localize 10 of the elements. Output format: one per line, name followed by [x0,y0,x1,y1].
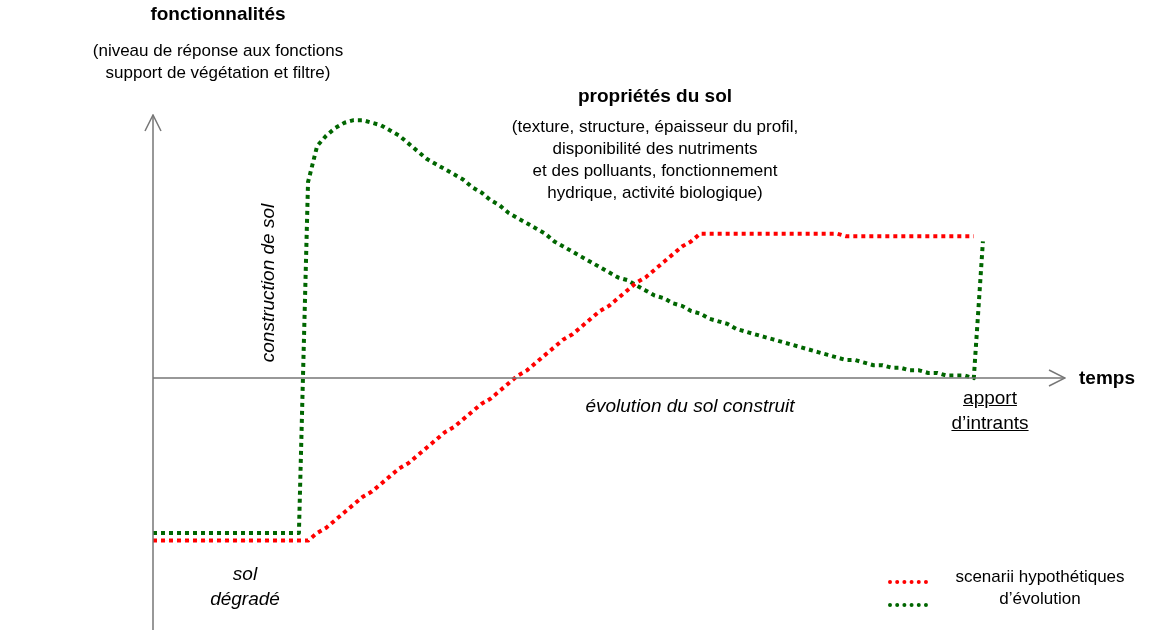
chart-title: fonctionnalités [149,2,287,26]
text: scenarii hypothétiques d’évolution [954,566,1126,611]
annotation: apport d’intrants [950,386,1030,435]
annotation: construction de sol [255,199,281,367]
text: propriétés du sol [576,84,734,108]
chart-subtitle: (niveau de réponse aux fonctions support de végétation et filtre) [91,40,345,85]
annotation: évolution du sol construit [584,394,796,419]
text: sol dégradé [209,562,281,611]
annotation: (texture, structure, épaisseur du profil, disponibilité des nutriments et des polluants, fonctionnement hydrique, activité biologique) [510,116,800,205]
x-axis-title: temps [1079,366,1135,391]
